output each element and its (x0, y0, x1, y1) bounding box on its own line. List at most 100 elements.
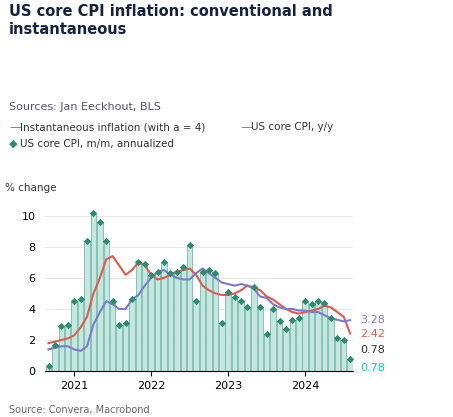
Bar (181, 267, 186, 371)
Point (302, 298, 309, 304)
Point (199, 268, 206, 275)
Bar (104, 241, 109, 371)
Point (225, 289, 232, 295)
Text: 0.78: 0.78 (360, 345, 385, 355)
Point (295, 315, 303, 322)
Bar (123, 323, 128, 371)
Point (167, 270, 174, 276)
Text: US core CPI inflation: conventional and
instantaneous: US core CPI inflation: conventional and … (9, 4, 333, 37)
Text: —: — (9, 121, 22, 134)
Bar (149, 275, 154, 371)
Point (212, 270, 219, 276)
Point (103, 237, 110, 244)
Bar (245, 307, 250, 371)
Text: ◆: ◆ (9, 139, 18, 149)
Point (122, 319, 129, 326)
Point (180, 264, 187, 270)
Bar (116, 324, 122, 371)
Bar (206, 270, 212, 371)
Point (186, 242, 193, 249)
Bar (129, 299, 135, 371)
Point (237, 298, 245, 304)
Bar (110, 301, 116, 371)
Point (340, 337, 347, 343)
Text: Sources: Jan Eeckhout, BLS: Sources: Jan Eeckhout, BLS (9, 102, 161, 112)
Bar (258, 307, 263, 371)
Text: 2.42: 2.42 (360, 329, 385, 339)
Point (64, 321, 72, 328)
Bar (52, 345, 58, 371)
Point (257, 304, 264, 311)
Point (314, 298, 322, 304)
Bar (193, 301, 199, 371)
Bar (72, 301, 77, 371)
Text: 3.28: 3.28 (360, 315, 385, 325)
Bar (238, 301, 244, 371)
Bar (226, 292, 231, 371)
Point (244, 304, 251, 311)
Bar (168, 273, 173, 371)
Point (282, 326, 289, 332)
Bar (97, 222, 102, 371)
Text: Source: Convera, Macrobond: Source: Convera, Macrobond (9, 405, 149, 415)
Point (250, 284, 257, 291)
Text: % change: % change (5, 183, 57, 193)
Bar (232, 296, 237, 371)
Point (71, 298, 78, 304)
Bar (283, 329, 289, 371)
Point (231, 293, 238, 300)
Point (334, 335, 341, 342)
Bar (270, 309, 276, 371)
Point (135, 259, 142, 266)
Bar (155, 271, 160, 371)
Bar (289, 320, 295, 371)
Bar (277, 322, 282, 371)
Bar (91, 213, 96, 371)
Bar (219, 323, 225, 371)
Point (109, 298, 116, 304)
Bar (187, 245, 193, 371)
Point (263, 331, 270, 337)
Point (327, 315, 334, 322)
Bar (251, 287, 256, 371)
Point (148, 271, 155, 278)
Bar (78, 299, 83, 371)
Text: US core CPI, m/m, annualized: US core CPI, m/m, annualized (20, 139, 174, 149)
Bar (347, 359, 353, 371)
Bar (65, 324, 71, 371)
Bar (212, 273, 218, 371)
Point (154, 268, 161, 275)
Point (193, 298, 200, 304)
Point (308, 300, 315, 307)
Point (77, 296, 84, 302)
Point (347, 356, 354, 362)
Point (218, 319, 226, 326)
Point (270, 306, 277, 312)
Point (45, 362, 52, 369)
Text: —: — (240, 121, 253, 134)
Point (289, 317, 296, 323)
Bar (328, 318, 333, 371)
Point (205, 267, 212, 274)
Point (90, 209, 97, 216)
Text: 0.78: 0.78 (360, 363, 385, 373)
Bar (84, 241, 90, 371)
Bar (135, 262, 141, 371)
Bar (46, 366, 51, 371)
Bar (309, 304, 314, 371)
Point (96, 219, 103, 225)
Bar (142, 264, 148, 371)
Bar (58, 326, 64, 371)
Point (83, 237, 91, 244)
Point (51, 342, 58, 348)
Point (116, 321, 123, 328)
Point (58, 323, 65, 329)
Bar (315, 301, 321, 371)
Point (276, 318, 283, 325)
Bar (303, 301, 308, 371)
Point (173, 268, 180, 275)
Text: US core CPI, y/y: US core CPI, y/y (251, 122, 334, 132)
Point (160, 259, 168, 266)
Bar (161, 262, 167, 371)
Bar (341, 340, 347, 371)
